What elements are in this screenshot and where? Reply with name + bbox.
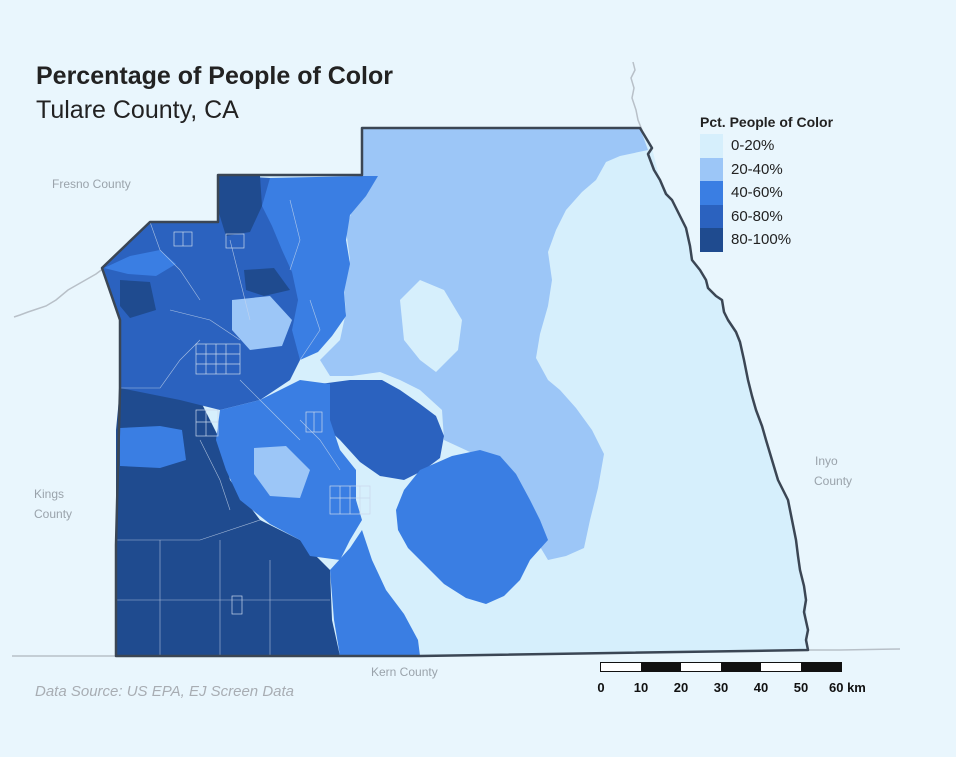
region-60-80-east (318, 380, 444, 480)
scale-bar: 0 10 20 30 40 50 60 km (597, 662, 866, 696)
scale-tick: 0 (597, 680, 605, 695)
region-west-40-60-b (104, 250, 176, 276)
label-inyo-county-line2: County (814, 474, 853, 488)
legend-item: 80-100% (700, 228, 833, 252)
legend-swatch (700, 228, 723, 252)
scale-bar-segments (600, 662, 842, 672)
label-inyo-county-line1: Inyo (815, 454, 838, 468)
legend-item: 40-60% (700, 181, 833, 205)
legend-label: 60-80% (731, 207, 783, 225)
scale-tick: 50 (793, 680, 809, 695)
region-20-40 (320, 128, 648, 560)
legend-item: 60-80% (700, 204, 833, 228)
tract-boundaries (116, 199, 341, 656)
legend-swatch (700, 134, 723, 158)
legend-label: 80-100% (731, 231, 792, 249)
region-20-40-pocket (400, 280, 462, 372)
label-fresno-county: Fresno County (52, 177, 131, 191)
scale-tick: 10 (633, 680, 649, 695)
label-kern-county: Kern County (371, 665, 438, 679)
legend-label: 40-60% (731, 184, 783, 202)
region-west-80-100-c (120, 280, 156, 318)
region-40-60-southeast (396, 450, 548, 604)
scale-ticks: 0 10 20 30 40 50 60 km (597, 680, 865, 696)
legend-label: 0-20% (731, 137, 775, 155)
region-north-40-60 (262, 176, 378, 360)
region-west-20-40-a (232, 296, 292, 350)
region-west-20-40-b (254, 446, 310, 498)
legend-swatch (700, 181, 723, 205)
county-outline (100, 126, 810, 658)
legend-swatch (700, 157, 723, 181)
legend-title: Pct. People of Color (700, 114, 834, 130)
urban-clusters (173, 231, 371, 615)
scale-tick: 40 (753, 680, 769, 695)
region-west-60-80 (102, 175, 330, 410)
scale-tick: 60 km (829, 680, 866, 695)
region-west-80-100-b (218, 175, 262, 236)
legend: Pct. People of Color 0-20% 20-40% 40-60%… (700, 114, 833, 252)
legend-label: 20-40% (731, 160, 783, 178)
region-south-40-60 (330, 530, 420, 656)
map-title: Percentage of People of Color (36, 62, 394, 90)
region-west-80-100-d (244, 268, 290, 296)
scale-tick: 30 (713, 680, 729, 695)
legend-swatch (700, 204, 723, 228)
region-west-40-60-a (120, 426, 186, 468)
legend-item: 20-40% (700, 157, 833, 181)
label-kings-county-line2: County (34, 507, 73, 521)
map-subtitle: Tulare County, CA (36, 96, 239, 124)
legend-item: 0-20% (700, 134, 833, 158)
neighbor-borders (12, 61, 901, 657)
label-kings-county-line1: Kings (34, 487, 65, 501)
data-source: Data Source: US EPA, EJ Screen Data (35, 683, 295, 700)
scale-tick: 20 (673, 680, 689, 695)
